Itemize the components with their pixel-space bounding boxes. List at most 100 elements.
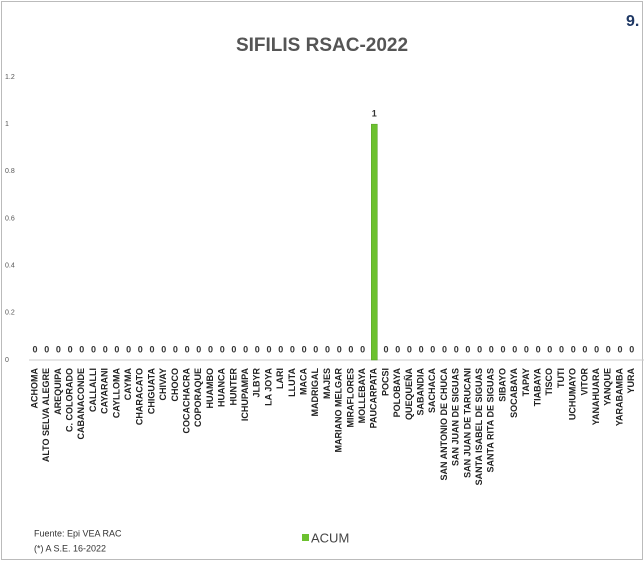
value-label: 0	[582, 344, 587, 354]
value-label: 0	[114, 344, 119, 354]
x-tick-label: POLOBAYA	[392, 368, 402, 418]
value-label: 0	[419, 344, 424, 354]
value-label: 0	[383, 344, 388, 354]
x-tick-label: ICHUPAMPA	[240, 368, 250, 422]
value-label: 0	[489, 344, 494, 354]
x-tick-label: PAUCARPATA	[369, 367, 379, 428]
x-tick-label: UCHUMAYO	[568, 368, 578, 420]
x-tick-label: MIRAFLORES	[345, 368, 355, 428]
value-label: 0	[126, 344, 131, 354]
value-label: 0	[103, 344, 108, 354]
value-label: 0	[255, 344, 260, 354]
x-tick-label: MARIANO MELGAR	[334, 368, 344, 453]
value-label: 0	[91, 344, 96, 354]
legend-swatch	[302, 534, 309, 541]
x-tick-label: SAN JUAN DE TARUCANI	[462, 368, 472, 478]
corner-text: 9.	[626, 13, 639, 30]
x-tick-label: HUAMBO	[205, 368, 215, 409]
value-label: 0	[407, 344, 412, 354]
value-label: 0	[477, 344, 482, 354]
x-tick-label: SABANDIA	[415, 368, 425, 416]
value-label: 0	[524, 344, 529, 354]
x-tick-label: TIABAYA	[532, 368, 542, 407]
value-label: 0	[79, 344, 84, 354]
x-tick-label: CHOCO	[170, 368, 180, 402]
y-tick-label: 0.4	[5, 263, 15, 270]
value-label: 0	[512, 344, 517, 354]
value-label: 0	[454, 344, 459, 354]
x-tick-label: MADRIGAL	[310, 368, 320, 417]
x-tick-label: CAYARANI	[100, 368, 110, 414]
legend-label: ACUM	[311, 530, 349, 545]
value-label: 0	[231, 344, 236, 354]
x-tick-label: LARI	[275, 368, 285, 389]
x-tick-label: C. COLORADO	[64, 368, 74, 432]
x-tick-label: YANAHUARA	[591, 368, 601, 426]
value-label: 0	[243, 344, 248, 354]
value-label: 0	[185, 344, 190, 354]
value-label: 0	[44, 344, 49, 354]
x-tick-label: SANTA RITA DE SIGUAS	[486, 368, 496, 473]
y-tick-label: 0.6	[5, 215, 15, 222]
value-label: 0	[149, 344, 154, 354]
value-label: 0	[266, 344, 271, 354]
value-label: 0	[536, 344, 541, 354]
value-label: 0	[290, 344, 295, 354]
value-label: 0	[337, 344, 342, 354]
x-tick-label: VITOR	[579, 368, 589, 396]
x-tick-label: CALLALLI	[88, 368, 98, 412]
footnote: (*) A S.E. 16-2022	[34, 543, 106, 553]
x-tick-label: LA JOYA	[263, 368, 273, 406]
value-label: 0	[161, 344, 166, 354]
x-tick-label: COCACHACRA	[181, 368, 191, 434]
x-tick-label: CAYMA	[123, 368, 133, 401]
value-label: 0	[313, 344, 318, 354]
x-tick-label: COPORAQUE	[193, 368, 203, 427]
value-label: 0	[278, 344, 283, 354]
x-tick-label: HUNTER	[228, 368, 238, 406]
value-label: 0	[360, 344, 365, 354]
x-tick-label: CHIGUATA	[146, 368, 156, 415]
x-tick-label: SIBAYO	[497, 368, 507, 402]
value-label: 0	[430, 344, 435, 354]
x-tick-label: TISCO	[544, 368, 554, 396]
bar	[371, 123, 378, 361]
x-tick-label: CHIVAY	[158, 368, 168, 401]
value-label: 0	[32, 344, 37, 354]
value-label: 0	[442, 344, 447, 354]
x-tick-label: YANQUE	[603, 368, 613, 406]
x-tick-label: TUTI	[556, 368, 566, 388]
x-tick-label: HUANCA	[217, 368, 227, 407]
value-label: 0	[465, 344, 470, 354]
x-tick-label: LLUTA	[287, 368, 297, 397]
value-label: 0	[348, 344, 353, 354]
x-tick-label: ACHOMA	[29, 368, 39, 409]
x-tick-label: TAPAY	[521, 368, 531, 396]
x-tick-label: YURA	[626, 368, 636, 394]
x-tick-label: YARABAMBA	[614, 368, 624, 427]
value-label: 0	[547, 344, 552, 354]
value-label: 1	[372, 109, 377, 119]
x-tick-label: CHARACATO	[135, 368, 145, 425]
value-label: 0	[56, 344, 61, 354]
value-label: 0	[395, 344, 400, 354]
y-tick-label: 0.8	[5, 168, 15, 175]
y-tick-label: 1.2	[5, 74, 15, 81]
value-label: 0	[220, 344, 225, 354]
x-tick-label: SANTA ISABEL DE SIGUAS	[474, 368, 484, 485]
x-tick-label: SACHACA	[427, 367, 437, 413]
y-tick-label: 1	[5, 121, 9, 128]
value-label: 0	[594, 344, 599, 354]
value-label: 0	[138, 344, 143, 354]
x-tick-label: CAYLLOMA	[111, 368, 121, 419]
x-tick-label: ALTO SELVA ALEGRE	[41, 368, 51, 462]
x-tick-label: CABANACONDE	[76, 368, 86, 440]
x-tick-label: MAJES	[322, 368, 332, 399]
x-tick-label: SAN JUAN DE SIGUAS	[451, 368, 461, 466]
value-label: 0	[196, 344, 201, 354]
footnote: Fuente: Epi VEA RAC	[34, 528, 122, 538]
y-tick-label: 0.2	[5, 310, 15, 317]
x-tick-label: JLBYR	[252, 368, 262, 398]
value-label: 0	[208, 344, 213, 354]
